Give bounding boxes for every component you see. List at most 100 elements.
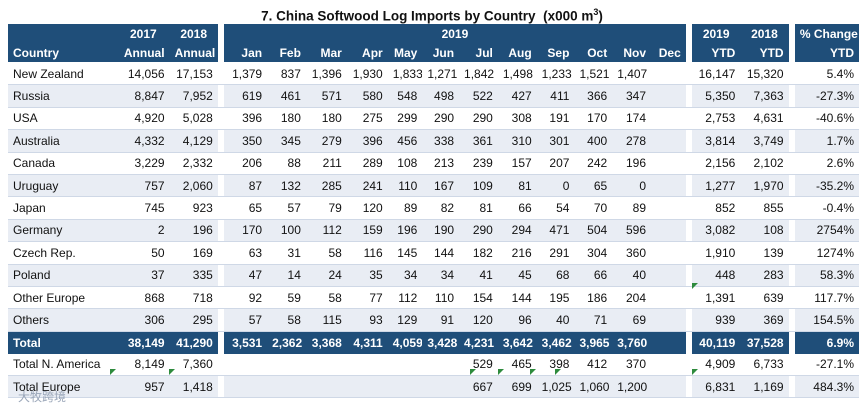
country-cell: Total N. America (8, 353, 118, 377)
month-dec: Dec (651, 43, 686, 63)
country-cell: Czech Rep. (8, 241, 118, 265)
month-cell: 91 (422, 308, 460, 332)
month-cell: 1,233 (536, 62, 575, 86)
month-cell (224, 375, 268, 399)
annual-2018-cell: 1,418 (169, 375, 218, 399)
col-ytd-2019: 2019 (692, 24, 741, 43)
ytd-2019-cell: 1,391 (692, 286, 741, 310)
month-cell: 427 (497, 84, 537, 108)
month-cell: 180 (305, 107, 347, 131)
month-cell: 4,231 (459, 331, 498, 354)
table-row: Russia 8,847 7,952 619 461 571 580 548 498 522 427… (8, 84, 859, 108)
month-cell: 504 (574, 219, 613, 243)
pct-change-cell: 484.3% (794, 375, 859, 399)
country-cell: Australia (8, 129, 118, 153)
ytd-2018-cell: 3,749 (740, 129, 789, 153)
comment-marker (692, 369, 698, 375)
pct-change-cell: 2.6% (794, 152, 859, 175)
month-cell: 580 (346, 84, 388, 108)
annual-2017-cell: 37 (117, 264, 170, 287)
pct-change-cell: 6.9% (794, 331, 859, 354)
country-cell: Canada (8, 152, 118, 175)
month-cell: 1,379 (224, 62, 268, 86)
col-2019-months: 2019 (224, 24, 686, 43)
ytd-2018-cell: 15,320 (740, 62, 789, 86)
ytd-2018-cell: 1,970 (740, 174, 789, 198)
col-pct-change: % Change (794, 24, 859, 43)
pct-change-cell: -27.3% (794, 84, 859, 108)
country-cell: Others (8, 308, 118, 332)
month-cell: 4,311 (346, 331, 388, 354)
annual-2018-cell: 7,360 (169, 353, 218, 377)
col-2018: 2018 (169, 24, 218, 43)
month-cell: 112 (305, 219, 347, 243)
month-cell: 411 (536, 84, 575, 108)
annual-2018-cell: 2,060 (169, 174, 218, 198)
month-cell (651, 62, 686, 86)
watermark: 大牧跨境 (18, 390, 67, 404)
annual-2017-cell: 8,847 (117, 84, 170, 108)
month-cell: 120 (459, 308, 498, 332)
col-pct-ytd: YTD (794, 43, 859, 63)
month-cell: 347 (612, 84, 652, 108)
month-cell (651, 84, 686, 108)
annual-2018-cell: 4,129 (169, 129, 218, 153)
annual-2018-cell: 335 (169, 264, 218, 287)
month-cell: 3,368 (305, 331, 347, 354)
month-cell: 34 (387, 264, 423, 287)
month-cell: 58 (305, 286, 347, 310)
month-cell: 40 (612, 264, 652, 287)
month-cell: 180 (267, 107, 306, 131)
month-cell: 1,271 (422, 62, 460, 86)
annual-2017-cell: 3,229 (117, 152, 170, 175)
month-apr: Apr (346, 43, 388, 63)
annual-2017-cell: 306 (117, 308, 170, 332)
month-cell: 110 (387, 174, 423, 198)
month-cell: 279 (305, 129, 347, 153)
month-cell: 116 (346, 241, 388, 265)
title-unit-close: ) (598, 8, 603, 24)
month-cell (224, 353, 268, 377)
month-cell: 4,059 (387, 331, 423, 354)
month-cell: 41 (459, 264, 498, 287)
month-cell (651, 152, 686, 175)
month-cell (387, 353, 423, 377)
month-cell: 1,025 (536, 375, 575, 399)
month-cell: 290 (422, 107, 460, 131)
month-cell: 57 (224, 308, 268, 332)
col-ytd-label-2019: YTD (692, 43, 741, 63)
title-text: 7. China Softwood Log Imports by Country (261, 8, 536, 24)
month-cell: 461 (267, 84, 306, 108)
comment-marker (530, 369, 536, 375)
title-unit-sup: 3 (593, 7, 599, 17)
title-unit: (x000 m (543, 8, 594, 24)
month-cell: 0 (612, 174, 652, 198)
month-cell: 47 (224, 264, 268, 287)
month-cell: 120 (346, 196, 388, 220)
ytd-2018-cell: 108 (740, 219, 789, 243)
month-cell: 571 (305, 84, 347, 108)
ytd-2018-cell: 7,363 (740, 84, 789, 108)
country-cell: Uruguay (8, 174, 118, 198)
annual-2018-cell: 17,153 (169, 62, 218, 86)
month-cell: 1,521 (574, 62, 613, 86)
pct-change-cell: -40.6% (794, 107, 859, 131)
month-cell: 360 (612, 241, 652, 265)
month-cell: 396 (346, 129, 388, 153)
ytd-2019-cell: 939 (692, 308, 741, 332)
ytd-2019-cell: 6,831 (692, 375, 741, 399)
annual-2018-cell: 2,332 (169, 152, 218, 175)
annual-2017-cell: 757 (117, 174, 170, 198)
month-cell: 110 (422, 286, 460, 310)
month-cell: 115 (305, 308, 347, 332)
month-cell: 1,060 (574, 375, 613, 399)
subtotal-row: Total N. America 8,149 7,360 529 465 398 412 37… (8, 353, 859, 377)
month-cell: 65 (574, 174, 613, 198)
month-cell: 45 (497, 264, 537, 287)
month-cell (651, 196, 686, 220)
month-cell: 170 (574, 107, 613, 131)
month-cell: 196 (612, 152, 652, 175)
col-annual-2017: Annual (117, 43, 170, 63)
country-cell: Japan (8, 196, 118, 220)
month-cell: 88 (267, 152, 306, 175)
